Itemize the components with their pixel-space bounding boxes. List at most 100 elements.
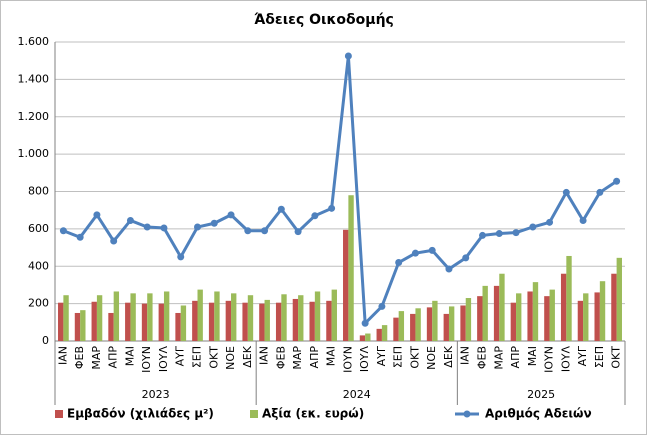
x-tick-label: ΑΠΡ [308,346,321,369]
x-tick-label: ΣΕΠ [191,346,204,368]
x-tick-label: ΜΑΡ [90,346,103,370]
x-tick-label: ΟΚΤ [408,346,421,369]
x-tick-label: ΙΟΥΝ [341,346,354,373]
marker [194,223,201,231]
bar [231,293,237,341]
bar [96,295,103,341]
marker [76,233,84,241]
y-tick-label: 1.200 [18,110,50,123]
marker [160,224,168,232]
bar [214,291,220,341]
bar [426,307,433,341]
marker [126,216,134,224]
bar [544,296,550,341]
bar [314,291,321,341]
marker [428,246,436,254]
marker [546,218,554,226]
marker [261,227,269,235]
marker [529,223,537,231]
bar [343,229,349,341]
x-tick-label: ΔΕΚ [241,345,254,367]
bar [74,312,81,341]
bar [113,291,120,341]
x-tick-label: ΜΑΙ [526,346,539,366]
marker [411,249,419,257]
bar [247,295,254,341]
legend-label: Αριθμός Αδειών [485,407,592,421]
x-tick-label: ΙΑΝ [56,346,69,365]
bar [594,292,600,341]
chart-title: Άδειες Οικοδομής [254,12,394,28]
line [62,55,618,327]
x-tick-label: ΑΥΓ [174,345,187,366]
x-tick-label: ΜΑΡ [492,346,505,370]
group-label: 2024 [343,388,371,401]
marker [210,219,218,227]
y-tick-label: 0 [42,334,49,347]
bar [163,291,170,341]
bar [432,300,438,341]
bar [130,293,136,341]
marker [596,188,604,196]
bar [460,305,466,341]
bar [91,301,97,341]
y-tick-label: 1.400 [18,72,50,85]
x-tick-label: ΜΑΡ [291,346,304,370]
bar [443,313,449,341]
x-tick-label: ΝΟΕ [425,346,438,370]
bar [225,300,232,341]
marker [294,228,302,236]
bar [482,285,488,341]
bar [264,299,270,341]
y-tick-label: 400 [28,259,49,272]
bar [516,293,522,341]
marker [395,259,403,267]
bar [532,282,539,341]
x-tick-label: ΦΕΒ [274,346,287,369]
bar [80,310,86,341]
bar [616,257,622,341]
x-tick-label: ΟΚΤ [207,346,220,369]
x-tick-label: ΣΕΠ [593,346,606,368]
x-tick-label: ΙΟΥΛ [559,346,572,373]
marker [59,227,67,235]
bar [326,300,332,341]
x-tick-label: ΟΚΤ [610,346,623,369]
bar [158,303,164,341]
legend-swatch [55,410,63,418]
x-tick-label: ΦΕΒ [476,346,489,369]
marker [378,302,386,310]
y-tick-label: 1.000 [18,147,50,160]
x-tick-label: ΙΑΝ [258,346,271,365]
marker [177,253,185,261]
bar [527,291,533,341]
x-tick-label: ΝΟΕ [224,346,237,370]
bar [180,305,187,341]
marker [244,227,252,235]
bar [147,293,153,341]
group-label: 2025 [527,388,555,401]
x-tick-label: ΑΥΓ [576,345,589,366]
bar [192,300,198,341]
marker [361,319,369,327]
x-tick-label: ΦΕΒ [73,346,86,369]
bar [331,289,337,341]
bar [259,303,265,341]
marker [445,265,453,273]
marker [277,205,285,213]
bar [108,312,114,341]
bar [477,296,483,341]
bar [465,298,472,341]
bar [359,335,366,341]
x-tick-label: ΙΟΥΝ [140,346,153,373]
marker [495,230,503,238]
bar [398,311,405,341]
bar [448,306,455,341]
bar [348,195,354,341]
bar [611,273,617,341]
bar [499,273,505,341]
bar [415,308,421,341]
marker [462,254,470,262]
